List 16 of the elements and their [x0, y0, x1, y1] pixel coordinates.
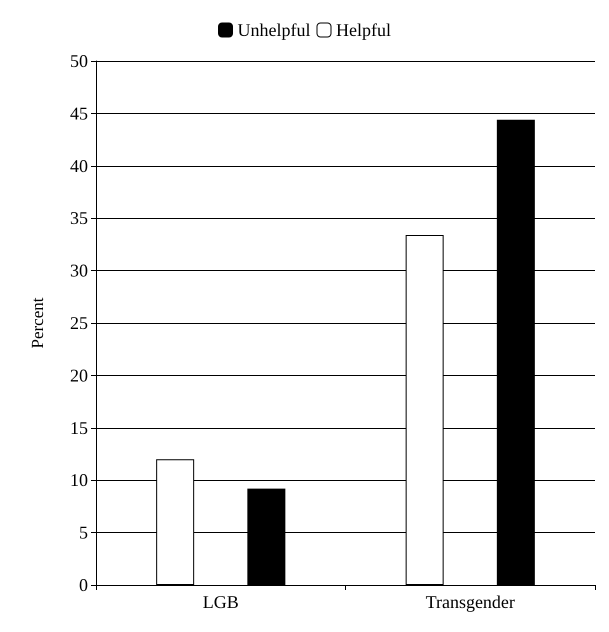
y-tick-label: 5 — [79, 522, 88, 543]
x-tick-label: LGB — [202, 592, 239, 612]
y-tick-label: 45 — [70, 103, 88, 124]
legend-label: Helpful — [336, 20, 391, 40]
y-tick-label: 35 — [70, 208, 88, 228]
x-tick-label: Transgender — [426, 592, 515, 612]
y-tick-label: 0 — [79, 575, 88, 595]
legend-label: Unhelpful — [238, 20, 310, 40]
y-tick-label: 25 — [70, 313, 88, 333]
y-axis-title: Percent — [28, 297, 47, 348]
y-tick-label: 40 — [70, 156, 88, 176]
y-tick-label: 30 — [70, 260, 88, 281]
y-tick-label: 20 — [70, 365, 88, 386]
y-tick-label: 15 — [70, 418, 88, 438]
y-tick-label: 50 — [70, 51, 88, 71]
y-tick-label: 10 — [70, 470, 88, 490]
